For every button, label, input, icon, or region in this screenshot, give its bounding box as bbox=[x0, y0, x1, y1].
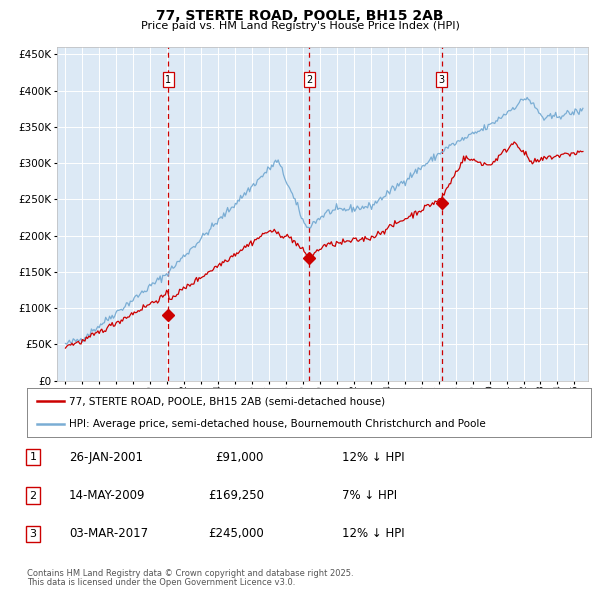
Text: 12% ↓ HPI: 12% ↓ HPI bbox=[342, 527, 404, 540]
Text: £91,000: £91,000 bbox=[215, 451, 264, 464]
Text: 7% ↓ HPI: 7% ↓ HPI bbox=[342, 489, 397, 502]
Text: Contains HM Land Registry data © Crown copyright and database right 2025.: Contains HM Land Registry data © Crown c… bbox=[27, 569, 353, 578]
Text: 26-JAN-2001: 26-JAN-2001 bbox=[69, 451, 143, 464]
Text: £245,000: £245,000 bbox=[208, 527, 264, 540]
Text: 2: 2 bbox=[29, 491, 37, 500]
Text: 77, STERTE ROAD, POOLE, BH15 2AB: 77, STERTE ROAD, POOLE, BH15 2AB bbox=[156, 9, 444, 24]
Text: £169,250: £169,250 bbox=[208, 489, 264, 502]
Text: 14-MAY-2009: 14-MAY-2009 bbox=[69, 489, 146, 502]
Text: 2: 2 bbox=[306, 75, 313, 85]
Text: 3: 3 bbox=[29, 529, 37, 539]
Text: 77, STERTE ROAD, POOLE, BH15 2AB (semi-detached house): 77, STERTE ROAD, POOLE, BH15 2AB (semi-d… bbox=[70, 396, 385, 407]
Text: HPI: Average price, semi-detached house, Bournemouth Christchurch and Poole: HPI: Average price, semi-detached house,… bbox=[70, 418, 486, 428]
Text: 12% ↓ HPI: 12% ↓ HPI bbox=[342, 451, 404, 464]
Text: 1: 1 bbox=[166, 75, 172, 85]
Text: 1: 1 bbox=[29, 453, 37, 462]
Text: 3: 3 bbox=[439, 75, 445, 85]
Text: Price paid vs. HM Land Registry's House Price Index (HPI): Price paid vs. HM Land Registry's House … bbox=[140, 21, 460, 31]
Text: This data is licensed under the Open Government Licence v3.0.: This data is licensed under the Open Gov… bbox=[27, 578, 295, 588]
Text: 03-MAR-2017: 03-MAR-2017 bbox=[69, 527, 148, 540]
